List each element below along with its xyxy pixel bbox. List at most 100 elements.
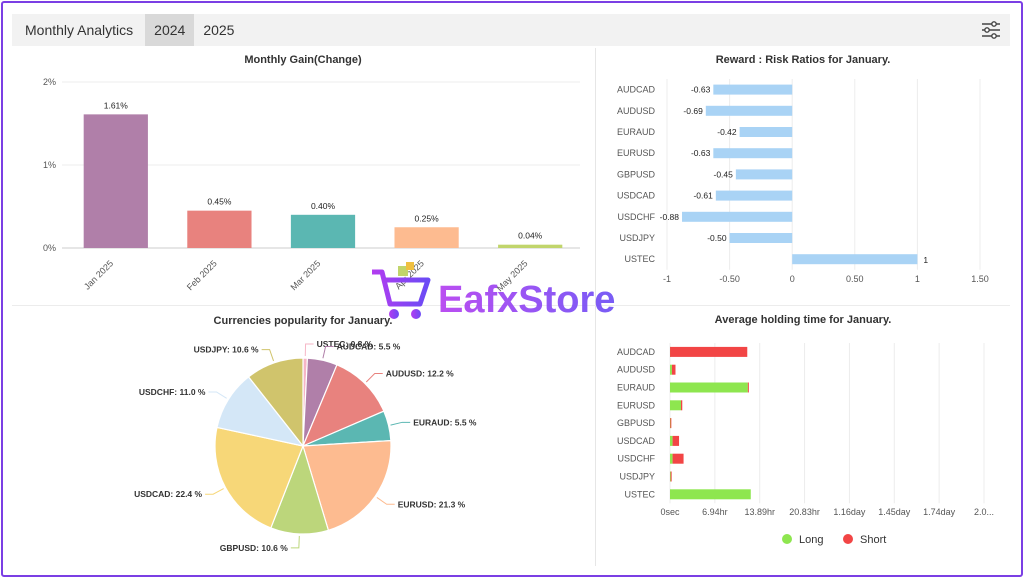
data-label: -0.88 [660,212,680,222]
bar [187,210,252,248]
x-tick-label: 1.74day [923,507,956,517]
legend-label: Short [860,534,886,546]
bar-segment [747,382,749,393]
slice-label: GBPUSD: 10.6 % [220,543,288,553]
tab-2025[interactable]: 2025 [203,22,235,38]
data-label: -0.61 [693,191,713,201]
data-label: 1 [923,255,928,265]
x-tick-label: 2.0... [974,507,994,517]
slice-label: EURUSD: 21.3 % [398,499,466,509]
bar-segment [670,382,748,393]
y-tick-label: GBPUSD [617,169,656,179]
x-tick-label: 20.83hr [789,507,820,517]
bar [705,105,793,116]
bar [735,169,793,180]
slice-label: EURAUD: 5.5 % [413,417,477,427]
bar-segment [680,400,683,411]
slice-label: AUDUSD: 12.2 % [386,368,454,378]
y-tick-label: USDJPY [619,233,655,243]
bar [713,84,793,95]
bar [682,211,793,222]
bar [394,227,459,248]
leader-line [205,488,224,495]
y-tick-label: AUDCAD [617,85,656,95]
y-tick-label: USDCAD [617,436,656,446]
x-tick-label: 1 [915,274,920,284]
y-tick-label: USTEC [624,254,655,264]
slice-label: USDCHF: 11.0 % [139,387,206,397]
x-tick-label: -1 [663,274,671,284]
sliders-icon[interactable] [980,19,1002,41]
legend-marker [782,534,792,544]
bar-segment [670,346,748,357]
x-tick-label: 1.16day [833,507,866,517]
legend-label: Long [799,534,823,546]
bar-segment [670,489,751,500]
slice-label: USDJPY: 10.6 % [194,345,259,355]
data-label: -0.45 [713,169,733,179]
leader-line [365,372,383,383]
x-tick-label: 6.94hr [702,507,728,517]
chart-title: Reward : Risk Ratios for January. [716,54,891,66]
bar [739,127,793,137]
bar [498,244,563,248]
data-label: 0.04% [518,231,543,241]
y-tick-label: AUDCAD [617,347,656,357]
monthly-gain-chart: Monthly Gain(Change) 0% 1% 2% 1.61% Jan 2025… [12,48,594,304]
y-tick-label: USDCHF [618,212,656,222]
bar-segment [672,453,684,464]
leader-line [208,391,227,399]
bar-segment [670,471,672,482]
x-tick-label: Mar 2025 [288,258,322,292]
y-tick-label: USDCHF [618,454,656,464]
y-tick-label: EURAUD [617,383,656,393]
page-title: Monthly Analytics [25,22,134,38]
bar [792,254,918,265]
pie-slice [301,364,385,448]
x-tick-label: 13.89hr [744,507,775,517]
x-tick-label: Feb 2025 [185,258,219,292]
panel-divider-horizontal [12,305,1010,306]
bar-segment [670,435,673,446]
data-label: 0.25% [415,213,440,223]
data-label: 0.40% [311,201,336,211]
y-tick-label: EURUSD [617,400,656,410]
pie-slice [214,426,304,529]
data-label: -0.42 [717,127,737,137]
y-tick-label: USTEC [624,489,655,499]
data-label: -0.50 [707,233,727,243]
y-tick-label: EURUSD [617,148,656,158]
tab-2024[interactable]: 2024 [145,14,195,46]
chart-title: Average holding time for January. [715,314,892,326]
bar-segment [670,364,672,375]
y-tick-label: 2% [43,77,56,87]
bar [729,233,793,243]
legend-marker [843,534,853,544]
bar-segment [670,471,671,482]
data-label: -0.69 [683,106,703,116]
data-label: 1.61% [104,100,129,110]
leader-line [322,346,334,359]
y-tick-label: USDJPY [619,472,655,482]
x-tick-label: 0 [790,274,795,284]
bar [713,148,793,159]
reward-risk-chart: Reward : Risk Ratios for January. -1 -0.5… [597,48,1009,304]
slice-label: AUDCAD: 5.5 % [337,342,401,352]
bar-segment [670,400,681,411]
currencies-popularity-chart: Currencies popularity for January. USTEC… [12,306,594,566]
y-tick-label: 1% [43,160,56,170]
y-tick-label: USDCAD [617,191,656,201]
panel-divider-vertical [595,48,596,566]
chart-title: Currencies popularity for January. [214,315,393,327]
bar-segment [671,364,676,375]
y-tick-label: AUDUSD [617,365,656,375]
leader-line [290,535,300,549]
shopping-cart-icon [372,262,431,319]
slice-label: USDCAD: 22.4 % [134,489,202,499]
data-label: 0.45% [207,197,232,207]
y-tick-label: GBPUSD [617,418,656,428]
bar-segment [672,435,680,446]
leader-line [304,343,314,357]
chart-title: Monthly Gain(Change) [244,54,362,66]
holding-time-chart: Average holding time for January. 0sec 6.… [597,306,1009,566]
